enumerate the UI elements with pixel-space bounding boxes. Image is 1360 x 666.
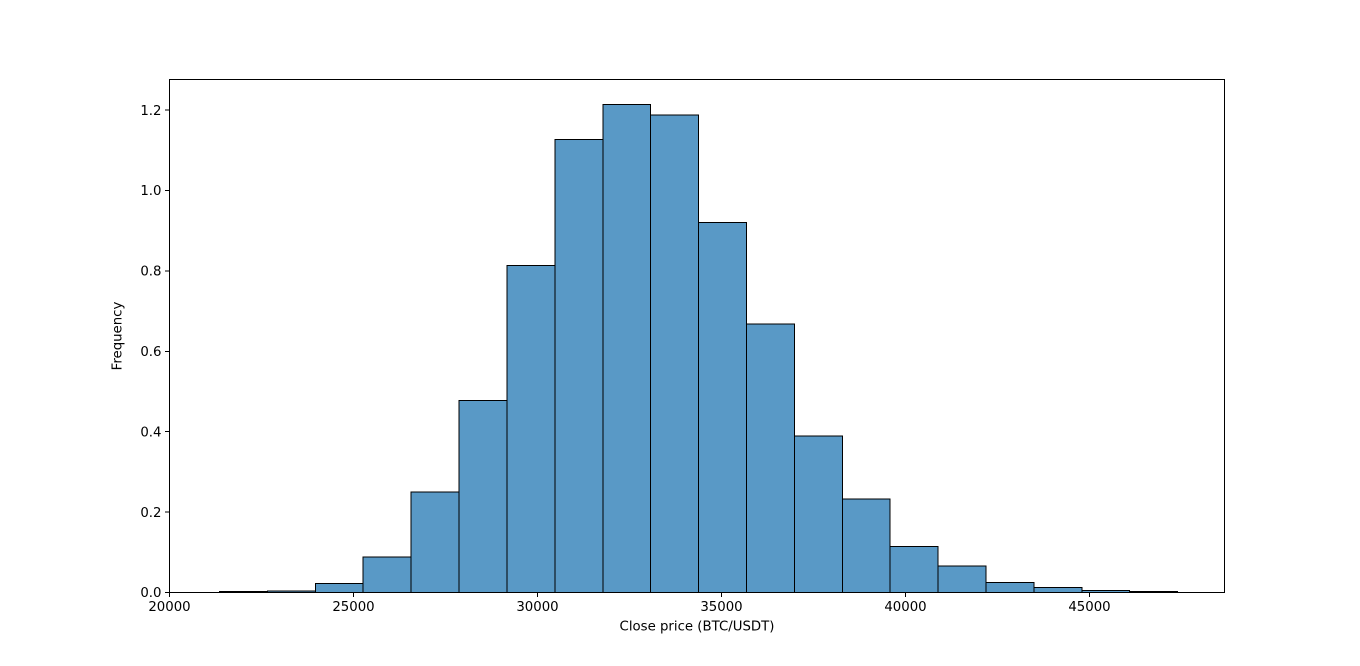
x-axis: 20000 25000 30000 35000 40000 45000 [148, 592, 1111, 615]
y-tick-label: 0.0 [140, 586, 161, 601]
y-tick-label: 0.6 [140, 345, 161, 360]
x-tick-label: 20000 [148, 600, 190, 615]
histogram-bar [506, 265, 556, 593]
histogram-bar [889, 546, 939, 594]
histogram-bar [745, 323, 795, 593]
x-tick-label: 40000 [884, 600, 926, 615]
y-axis-label: Frequency [111, 302, 126, 371]
y-tick-label: 0.8 [140, 265, 161, 280]
histogram-bar [793, 435, 843, 593]
histogram-bar [1033, 586, 1083, 593]
y-axis: 0.0 0.2 0.4 0.6 0.8 1.0 1.2 [140, 104, 170, 601]
y-tick-label: 0.2 [140, 506, 161, 521]
histogram-bar [985, 581, 1035, 593]
histogram-bar [937, 565, 987, 593]
histogram-bar [602, 103, 652, 593]
y-tick-label: 1.2 [140, 104, 161, 119]
x-tick-label: 35000 [700, 600, 742, 615]
histogram-bars [219, 103, 1179, 594]
histogram-bar [841, 498, 891, 593]
x-tick-label: 30000 [516, 600, 558, 615]
y-tick-label: 1.0 [140, 184, 161, 199]
histogram-bar [362, 556, 412, 593]
histogram-bar [410, 491, 460, 594]
plot-border [169, 79, 1225, 593]
histogram-bar [698, 222, 747, 593]
histogram-bar [650, 114, 700, 594]
x-tick-label: 25000 [332, 600, 374, 615]
y-tick-label: 0.4 [140, 425, 161, 440]
histogram-bar [554, 138, 604, 594]
x-axis-label: Close price (BTC/USDT) [620, 619, 775, 634]
histogram-bar [458, 399, 508, 593]
x-tick-label: 45000 [1068, 600, 1110, 615]
histogram-bar [314, 583, 364, 593]
